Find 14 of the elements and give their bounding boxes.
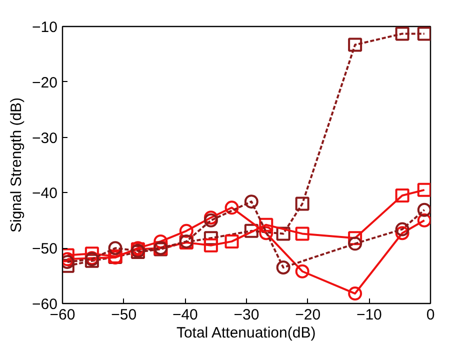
x-tick-label: −50 bbox=[111, 306, 137, 324]
y-tick-label: −30 bbox=[32, 130, 58, 147]
y-tick-label: −60 bbox=[32, 296, 58, 313]
y-tick-label: −50 bbox=[32, 240, 58, 258]
x-tick-label: −40 bbox=[172, 306, 198, 324]
y-axis-title: Signal Strength (dB) bbox=[8, 97, 26, 233]
y-tick-label: −20 bbox=[32, 74, 58, 92]
x-tick-label: −30 bbox=[234, 306, 260, 324]
x-axis-title: Total Attenuation(dB) bbox=[176, 324, 316, 342]
y-tick-label: −40 bbox=[32, 185, 58, 202]
y-tick-label: −10 bbox=[32, 19, 58, 36]
x-tick-label: −10 bbox=[356, 306, 382, 324]
x-tick-label: 0 bbox=[426, 306, 435, 324]
x-tick-label: −20 bbox=[295, 306, 321, 324]
